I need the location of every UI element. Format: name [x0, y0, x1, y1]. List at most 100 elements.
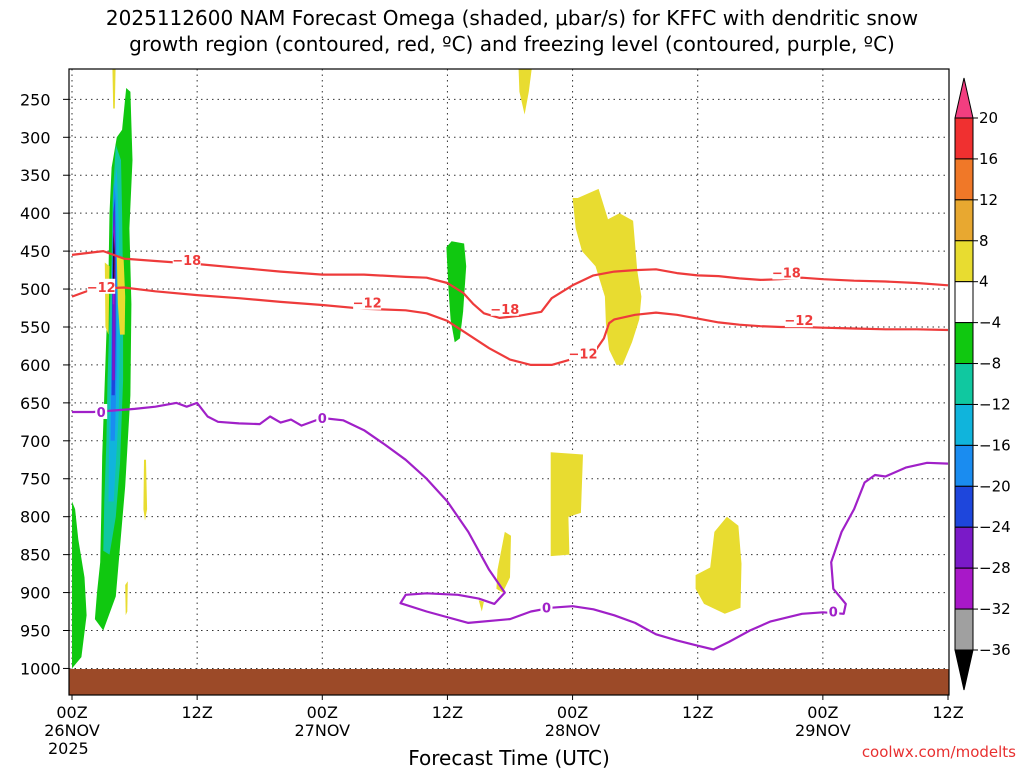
colorbar-segment-7	[954, 403, 974, 446]
contour-label--12-1: −12	[353, 297, 382, 312]
y-tick-label-400: 400	[20, 204, 51, 223]
contour-label-bg-0-1	[316, 410, 329, 426]
colorbar-segment-8	[954, 444, 974, 487]
x-tick-label-72-1: 29NOV	[795, 721, 851, 740]
omega-region-15	[518, 69, 532, 115]
colorbar-segment-0	[954, 117, 974, 160]
colorbar-label-6: −8	[979, 355, 1001, 373]
y-tick-label-950: 950	[20, 622, 51, 641]
y-tick-label-350: 350	[20, 166, 51, 185]
colorbar-segment-3	[954, 240, 974, 283]
plot-area	[69, 69, 949, 695]
y-tick-label-1000: 1000	[20, 659, 61, 678]
x-tick-label-0-1: 26NOV	[44, 721, 100, 740]
terrain-band	[69, 669, 949, 695]
colorbar: 20 16 12 8 4 −4 −8 −12 −16 −20 −24 −28 −32 −36	[954, 77, 1011, 691]
colorbar-segment-2	[954, 199, 974, 242]
omega-region-11	[112, 69, 116, 109]
x-tick-label-48-0: 00Z	[557, 703, 588, 722]
colorbar-segment-4	[954, 281, 974, 324]
x-tick-label-36-0: 12Z	[432, 703, 463, 722]
plot-frame	[68, 68, 950, 696]
contour-label--18-1: −18	[490, 303, 519, 318]
y-tick-label-750: 750	[20, 470, 51, 489]
x-tick-label-12-0: 12Z	[181, 703, 212, 722]
pressure-axis: 250 300 350 400 450 500 550 600 650 700 750 800 850 9…	[20, 90, 69, 678]
title-line-1: 2025112600 NAM Forecast Omega (shaded, μ…	[106, 6, 918, 30]
omega-region-10	[116, 254, 126, 335]
contour-label-0-1: 0	[318, 412, 327, 427]
contour-label-bg--18-2	[772, 264, 801, 280]
colorbar-label-1: 16	[979, 150, 998, 168]
y-tick-label-500: 500	[20, 280, 51, 299]
y-tick-label-250: 250	[20, 90, 51, 109]
colorbar-label-0: 20	[979, 109, 998, 127]
colorbar-label-3: 8	[979, 232, 989, 250]
colorbar-label-2: 12	[979, 191, 998, 209]
colorbar-segment-10	[954, 526, 974, 569]
contour-label-0-0: 0	[97, 406, 106, 421]
colorbar-top-extend	[954, 77, 974, 119]
contour-label--12-0: −12	[87, 281, 116, 296]
contour-label--12-3: −12	[784, 314, 813, 329]
contour-line-0	[72, 401, 949, 651]
omega-region-14	[446, 241, 467, 343]
x-tick-label-24-1: 27NOV	[294, 721, 350, 740]
x-tick-label-0-0: 00Z	[56, 703, 87, 722]
colorbar-label-4: 4	[979, 273, 989, 291]
title-line-2: growth region (contoured, red, ºC) and f…	[129, 32, 895, 56]
omega-region-8	[113, 232, 115, 289]
contour-label-0-3: 0	[829, 606, 838, 621]
contour-label-bg--12-0	[87, 278, 116, 294]
colorbar-label-11: −28	[979, 559, 1011, 577]
colorbar-segment-1	[954, 158, 974, 201]
x-tick-label-72-0: 00Z	[807, 703, 838, 722]
y-tick-label-700: 700	[20, 432, 51, 451]
contour-label--12-2: −12	[569, 348, 598, 363]
y-tick-label-800: 800	[20, 508, 51, 527]
contour-label-bg-0-2	[540, 599, 553, 615]
colorbar-label-7: −12	[979, 395, 1011, 413]
colorbar-label-9: −20	[979, 477, 1011, 495]
omega-region-12	[125, 581, 128, 616]
colorbar-label-13: −36	[979, 641, 1011, 659]
colorbar-label-5: −4	[979, 314, 1001, 332]
omega-region-13	[143, 459, 148, 521]
credit-text[interactable]: coolwx.com/modelts	[862, 743, 1016, 761]
x-tick-label-24-0: 00Z	[307, 703, 338, 722]
x-axis-label: Forecast Time (UTC)	[408, 746, 610, 768]
colorbar-segment-5	[954, 322, 974, 365]
y-tick-label-300: 300	[20, 128, 51, 147]
contour-label--18-0: −18	[172, 254, 201, 269]
colorbar-segment-12	[954, 608, 974, 651]
colorbar-label-12: −32	[979, 600, 1011, 618]
contour-label-bg-0-0	[95, 403, 108, 419]
omega-region-19	[572, 188, 642, 365]
contour-label-0-2: 0	[542, 602, 551, 617]
y-tick-label-850: 850	[20, 546, 51, 565]
y-tick-label-900: 900	[20, 584, 51, 603]
omega-region-20	[695, 516, 742, 614]
omega-region-18	[550, 452, 583, 557]
colorbar-label-8: −16	[979, 436, 1011, 454]
contour-label-bg--12-2	[569, 345, 597, 361]
colorbar-segment-6	[954, 363, 974, 405]
omega-region-16	[478, 600, 484, 612]
colorbar-bottom-extend	[954, 649, 974, 691]
contour-label-bg--18-1	[490, 300, 519, 316]
contour-label--18-2: −18	[772, 266, 801, 281]
contour-label-bg--12-3	[784, 312, 813, 328]
contour-label-bg--18-0	[172, 252, 201, 268]
y-tick-label-600: 600	[20, 356, 51, 375]
colorbar-segment-11	[954, 567, 974, 610]
contour-label-bg--12-1	[353, 294, 382, 310]
x-tick-label-0-2: 2025	[48, 739, 89, 758]
omega-region-0	[72, 501, 87, 669]
y-tick-label-450: 450	[20, 242, 51, 261]
y-tick-label-650: 650	[20, 394, 51, 413]
y-tick-label-550: 550	[20, 318, 51, 337]
omega-region-17	[496, 531, 511, 593]
colorbar-label-10: −24	[979, 518, 1011, 536]
